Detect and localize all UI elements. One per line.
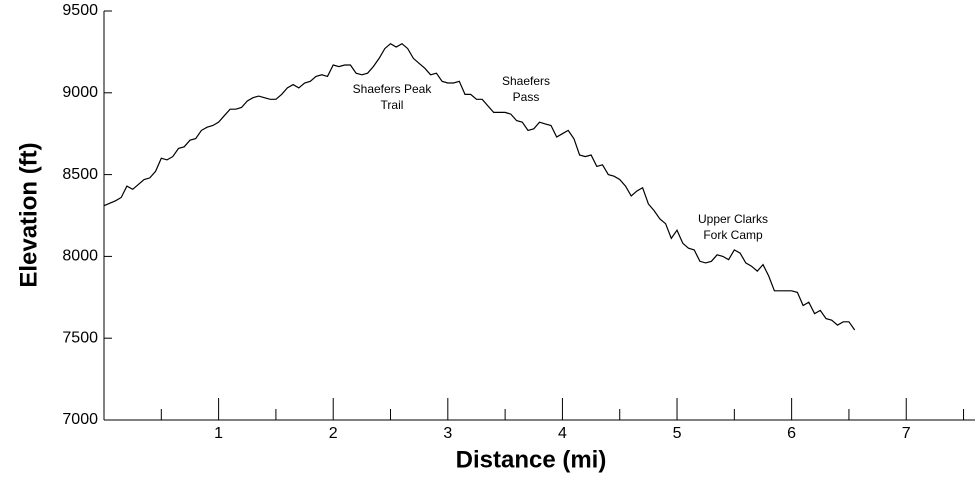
- annotation: Trail: [381, 98, 404, 112]
- x-tick-label: 4: [558, 425, 567, 442]
- x-tick-label: 1: [214, 425, 223, 442]
- y-tick-label: 7000: [62, 411, 98, 428]
- y-tick-label: 9000: [62, 84, 98, 101]
- elevation-line: [103, 42, 856, 331]
- annotation: Pass: [513, 90, 540, 104]
- x-tick-label: 5: [673, 425, 682, 442]
- x-axis-label: Distance (mi): [456, 446, 607, 473]
- annotation: Shaefers Peak: [353, 82, 433, 96]
- annotation: Shaefers: [502, 74, 550, 88]
- y-tick-label: 8500: [62, 166, 98, 183]
- x-tick-label: 7: [902, 425, 911, 442]
- annotation: Fork Camp: [703, 228, 763, 242]
- y-tick-label: 8000: [62, 248, 98, 265]
- y-tick-label: 7500: [62, 329, 98, 346]
- annotation: Upper Clarks: [698, 212, 768, 226]
- x-tick-label: 2: [329, 425, 338, 442]
- x-tick-label: 3: [443, 425, 452, 442]
- x-tick-label: 6: [787, 425, 796, 442]
- y-axis-label: Elevation (ft): [15, 142, 42, 287]
- y-tick-label: 9500: [62, 2, 98, 19]
